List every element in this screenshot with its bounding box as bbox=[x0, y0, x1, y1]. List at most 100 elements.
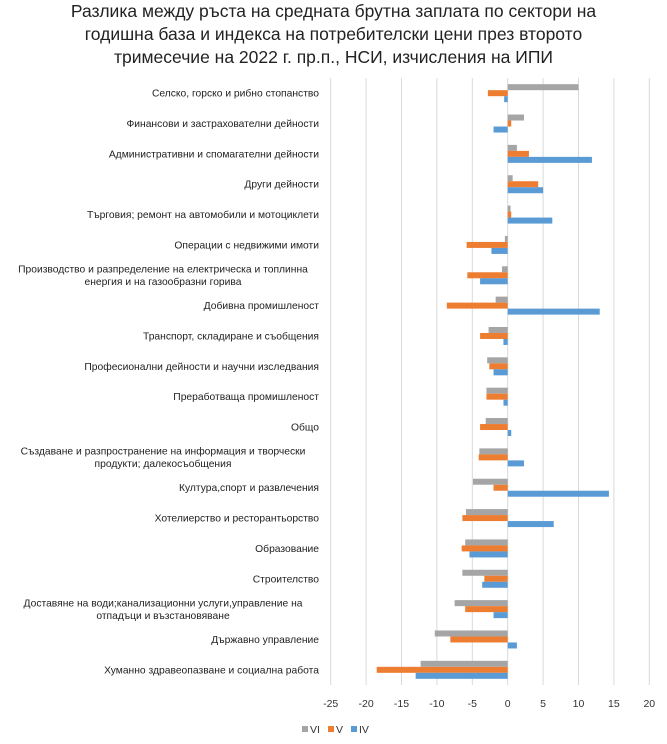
category-label-line: Култура,спорт и развлечения bbox=[179, 483, 319, 494]
x-tick-label: -10 bbox=[429, 698, 444, 710]
bar-v-8 bbox=[446, 302, 508, 309]
legend-label-iv: IV bbox=[359, 724, 369, 736]
category-label: Добивна промишленост bbox=[204, 300, 320, 312]
category-label-line: Селско, горско и рибно стопанство bbox=[152, 88, 319, 100]
category-label-line: енергия и на газообразни горива bbox=[85, 276, 242, 288]
bar-iv-3 bbox=[507, 156, 592, 163]
bar-iv-9 bbox=[503, 338, 508, 345]
bar-v-12 bbox=[480, 424, 508, 431]
bar-vi-14 bbox=[473, 478, 508, 485]
bar-vi-1 bbox=[507, 84, 579, 91]
legend-label-v: V bbox=[336, 724, 343, 736]
category-label-line: Общо bbox=[291, 422, 319, 434]
bar-v-6 bbox=[466, 241, 508, 248]
legend-swatch-iv bbox=[351, 726, 357, 732]
bar-vi-5 bbox=[507, 205, 511, 212]
category-label-line: отпадъци и възстановяване bbox=[96, 611, 230, 622]
bar-v-10 bbox=[489, 363, 508, 370]
chart-title-line-2: годишна база и индекса на потребителски … bbox=[84, 24, 583, 44]
category-label: Други дейности bbox=[244, 180, 319, 191]
chart-title-line-3: тримесечие на 2022 г. пр.п., НСИ, изчисл… bbox=[114, 47, 553, 67]
legend-swatch-vi bbox=[302, 726, 308, 732]
bar-v-14 bbox=[493, 484, 508, 491]
x-tick-label: 10 bbox=[573, 698, 585, 710]
category-label-line: Създаване и разпространение на информаци… bbox=[21, 446, 306, 458]
bar-iv-1 bbox=[504, 96, 508, 103]
category-label-line: Добивна промишленост bbox=[204, 300, 320, 312]
bar-v-15 bbox=[462, 515, 508, 522]
bar-vi-9 bbox=[488, 326, 508, 333]
category-label: Финансови и застрахователни дейности bbox=[126, 119, 319, 130]
category-label: Създаване и разпространение на информаци… bbox=[21, 446, 306, 471]
bar-vi-16 bbox=[465, 539, 508, 546]
category-label-line: Операции с недвижими имоти bbox=[174, 240, 319, 251]
bar-vi-15 bbox=[465, 509, 508, 516]
bar-iv-11 bbox=[503, 399, 508, 406]
bar-vi-18 bbox=[454, 600, 508, 607]
category-label: Производство и разпределение на електрич… bbox=[18, 265, 308, 289]
bar-iv-4 bbox=[507, 187, 544, 194]
category-label: Търговия; ремонт на автомобили и мотоцик… bbox=[87, 209, 319, 221]
x-tick-label: 15 bbox=[608, 698, 620, 710]
bar-vi-19 bbox=[434, 630, 508, 637]
legend: VI V IV bbox=[302, 724, 369, 736]
x-tick-label: -20 bbox=[359, 698, 374, 710]
bar-v-20 bbox=[376, 666, 508, 673]
gridlines bbox=[330, 78, 650, 685]
bar-iv-6 bbox=[491, 247, 508, 254]
category-label-line: Търговия; ремонт на автомобили и мотоцик… bbox=[87, 209, 319, 221]
x-tick-label: -25 bbox=[323, 698, 338, 710]
chart-title-line-1: Разлика между ръста на средната брутна з… bbox=[70, 1, 597, 21]
bar-iv-10 bbox=[493, 369, 508, 376]
bar-vi-3 bbox=[507, 144, 517, 151]
bar-v-1 bbox=[487, 90, 508, 97]
bar-iv-14 bbox=[507, 490, 609, 497]
category-label: Образование bbox=[255, 543, 319, 555]
category-label-line: Преработваща промишленост bbox=[173, 391, 319, 403]
bar-iv-18 bbox=[493, 612, 508, 619]
category-labels: Селско, горско и рибно стопанство Финансо… bbox=[18, 88, 319, 677]
x-tick-label: -15 bbox=[394, 698, 409, 710]
category-label-line: Административни и спомагателни дейности bbox=[109, 149, 319, 160]
bar-iv-12 bbox=[507, 430, 512, 437]
bar-iv-2 bbox=[493, 126, 508, 133]
bar-iv-7 bbox=[480, 278, 508, 285]
bar-vi-12 bbox=[485, 418, 508, 425]
bar-vi-8 bbox=[495, 296, 508, 303]
category-label: Хотелиерство и ресторантьорство bbox=[155, 514, 320, 525]
category-label: Транспорт, складиране и съобщения bbox=[143, 330, 319, 342]
bar-iv-15 bbox=[507, 521, 554, 528]
legend-label-vi: VI bbox=[310, 724, 320, 736]
x-tick-label: 0 bbox=[505, 698, 511, 710]
category-label: Доставяне на води;канализационни услуги,… bbox=[24, 598, 303, 622]
bar-iv-16 bbox=[469, 551, 508, 558]
category-label: Селско, горско и рибно стопанство bbox=[152, 88, 319, 100]
category-label: Преработваща промишленост bbox=[173, 391, 319, 403]
bar-vi-2 bbox=[507, 114, 524, 121]
category-label: Хуманно здравеопазване и социална работа bbox=[104, 664, 319, 676]
category-label: Общо bbox=[291, 422, 319, 434]
x-tick-label: -5 bbox=[468, 698, 477, 710]
category-label: Операции с недвижими имоти bbox=[174, 240, 319, 251]
category-label-line: Транспорт, складиране и съобщения bbox=[143, 330, 319, 342]
bar-vi-13 bbox=[479, 448, 508, 455]
bar-v-17 bbox=[484, 575, 508, 582]
category-label-line: Финансови и застрахователни дейности bbox=[126, 119, 319, 130]
x-axis-tick-labels: -25 -20 -15 -10 -5 0 5 10 15 20 bbox=[323, 698, 655, 710]
category-label: Култура,спорт и развлечения bbox=[179, 483, 319, 494]
category-label-line: Хуманно здравеопазване и социална работа bbox=[104, 664, 319, 676]
x-tick-label: 20 bbox=[643, 698, 655, 710]
category-label-line: Производство и разпределение на електрич… bbox=[18, 265, 308, 276]
bar-iv-19 bbox=[507, 642, 517, 649]
category-label-line: Държавно управление bbox=[211, 635, 319, 646]
chart-title: Разлика между ръста на средната брутна з… bbox=[0, 0, 667, 69]
bar-v-4 bbox=[507, 181, 539, 188]
bar-v-5 bbox=[507, 211, 512, 218]
category-label-line: Други дейности bbox=[244, 180, 319, 191]
bar-v-13 bbox=[478, 454, 508, 461]
bar-v-19 bbox=[450, 636, 508, 643]
category-label: Строителство bbox=[253, 574, 320, 585]
x-tick-label: 5 bbox=[540, 698, 546, 710]
bar-iv-13 bbox=[507, 460, 524, 467]
